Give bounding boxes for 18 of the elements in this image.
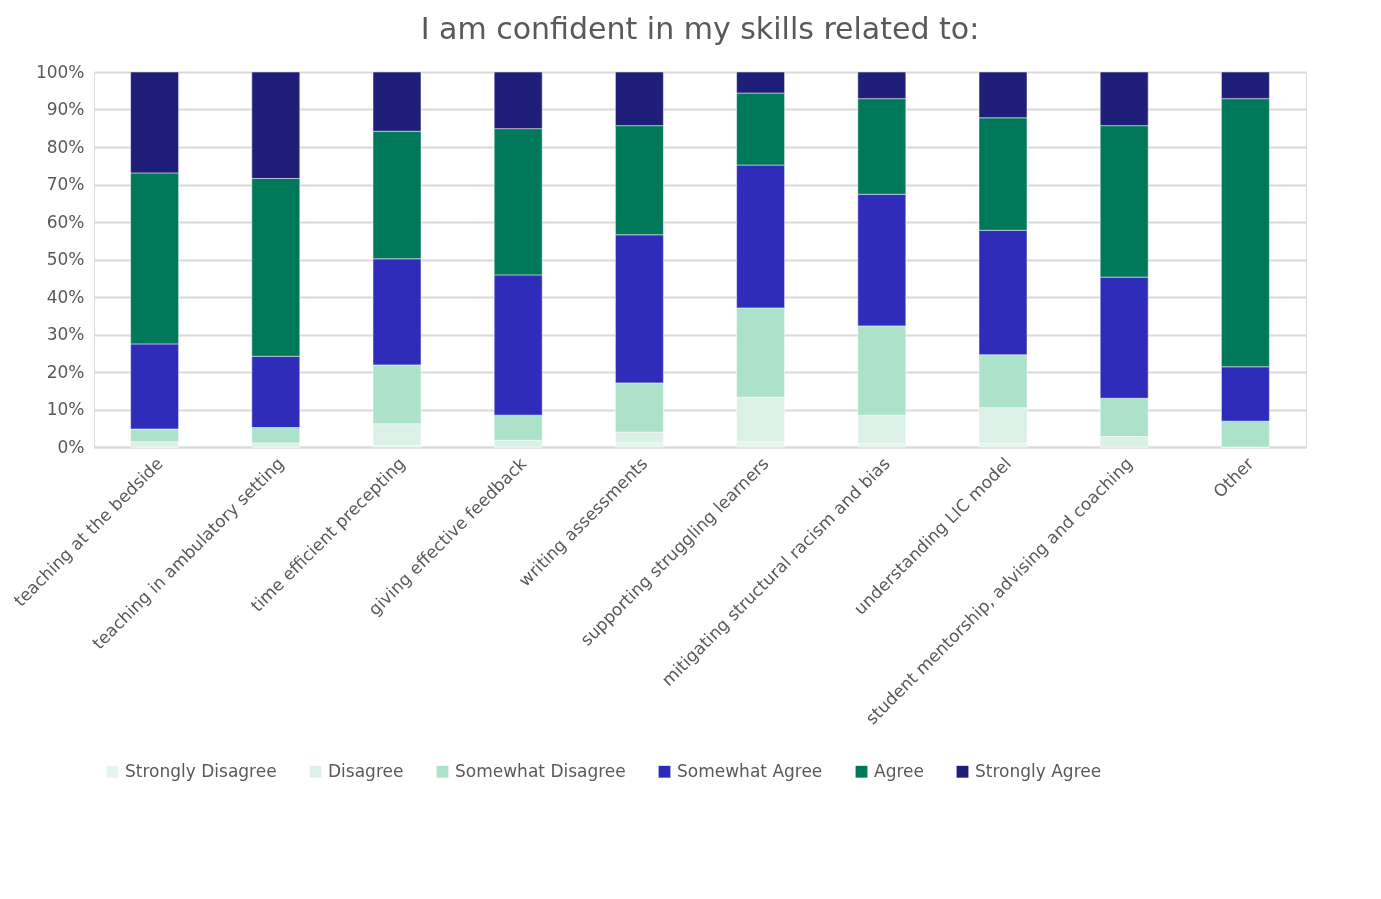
y-tick-label: 50% — [46, 249, 85, 269]
legend-label: Strongly Disagree — [125, 760, 277, 781]
y-tick-label: 60% — [46, 211, 85, 232]
legend-label: Strongly Agree — [975, 760, 1102, 781]
y-tick-label: 20% — [46, 361, 85, 382]
legend-label: Disagree — [328, 760, 404, 781]
y-tick-label: 40% — [46, 286, 85, 307]
y-tick-label: 10% — [46, 399, 85, 419]
legend-label: Agree — [874, 760, 924, 781]
y-tick-label: 70% — [46, 174, 85, 194]
y-tick-label: 90% — [46, 99, 85, 119]
y-tick-label: 80% — [46, 136, 85, 157]
chart-title: I am confident in my skills related to: — [420, 11, 980, 46]
legend-label: Somewhat Disagree — [455, 760, 626, 781]
y-tick-label: 100% — [35, 61, 85, 82]
y-tick-label: 0% — [57, 436, 85, 457]
y-tick-label: 30% — [46, 324, 85, 344]
legend-label: Somewhat Agree — [677, 760, 823, 781]
